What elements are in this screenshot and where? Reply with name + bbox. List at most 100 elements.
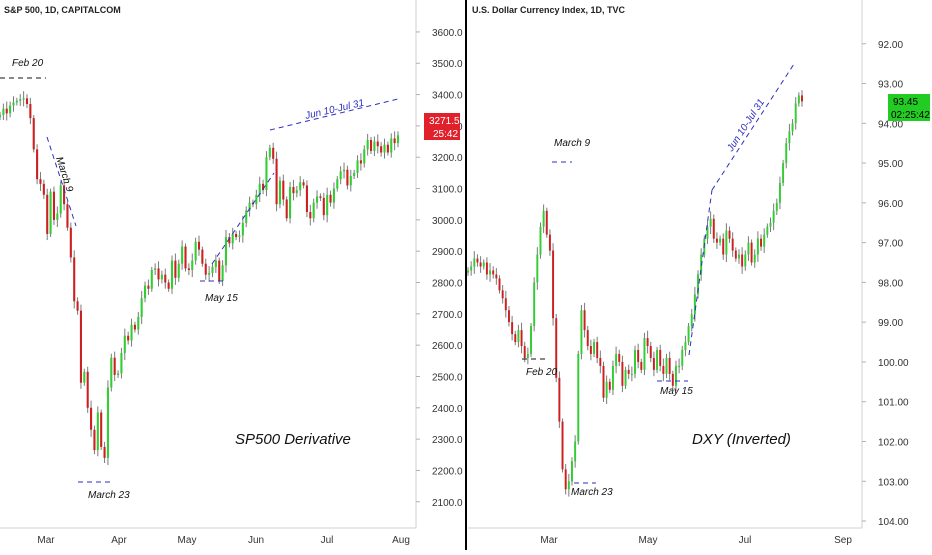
candle [9,105,12,114]
candle [772,210,775,223]
candle [127,335,130,341]
candle [539,226,542,255]
candle [482,262,485,267]
candle [583,310,586,331]
candle [618,353,621,362]
candle [656,350,659,370]
candle [59,185,62,214]
candle [110,357,113,388]
candle [760,238,763,247]
candle [788,131,791,144]
dxy-time-axis[interactable]: Mar May Jul Sep [540,535,852,546]
candle [258,183,261,195]
candle [697,274,699,295]
candle [386,144,389,153]
price-axis-label: 3100.0 [432,185,463,196]
candle [137,316,140,330]
price-axis-label: 92.00 [878,40,903,51]
candle [187,268,190,270]
candle [299,182,302,191]
candle [693,294,696,315]
candle [574,441,577,462]
dxy-price-value: 93.45 [893,97,918,108]
candle [113,357,116,375]
candle [332,188,335,203]
sp500-label-may15: May 15 [205,293,238,304]
candle [495,274,498,279]
candle [106,387,109,458]
candle [79,310,82,383]
dxy-annotations [522,63,795,484]
sp500-price-tag: 3271.5 25:42 [424,113,460,140]
candle [373,141,376,151]
candle [359,160,362,164]
candle [76,301,79,311]
candle [643,338,646,370]
candle [640,361,643,370]
candle [552,250,555,319]
candle [83,371,86,383]
candle [467,270,469,273]
candle [665,357,668,374]
candle [322,197,325,216]
candle [719,238,722,243]
candle [731,238,734,251]
sp500-time-axis[interactable]: Mar Apr May Jun Jul Aug [37,535,410,546]
candle [147,285,150,289]
candle [66,204,69,228]
candle [769,222,772,227]
candle [526,353,529,358]
candle [589,346,592,354]
dxy-countdown: 02:25:42 [891,110,930,121]
candle [231,233,234,244]
candle [725,230,728,255]
candle [366,139,369,150]
candle [32,118,35,150]
candle [709,218,712,227]
sp500-candles [0,91,400,466]
candle [545,210,548,235]
price-axis-label: 100.00 [878,358,909,369]
price-axis-label: 2400.0 [432,404,463,415]
dxy-price-tag-bg [888,94,930,121]
candle [319,196,322,198]
candle [646,338,649,347]
candle [309,212,312,219]
candle [621,361,624,386]
dxy-label-march9: March 9 [554,138,591,149]
candle [353,172,356,177]
candle [649,346,652,358]
candle [302,182,305,186]
candle [103,446,106,458]
candle [170,260,174,289]
candle [599,357,602,366]
candle [130,324,133,341]
price-axis-label: 101.00 [878,398,909,409]
candle [687,326,690,343]
price-axis-label: 98.00 [878,278,903,289]
dxy-price-axis[interactable]: 104.00 103.00 102.00 101.00 100.00 99.00 98.00… [862,40,909,528]
candle [624,369,627,386]
candle [369,139,373,151]
candle [69,227,72,258]
candle [785,143,788,164]
candle [548,234,551,251]
candle [36,149,39,180]
candle [615,353,618,366]
candle [218,260,221,281]
candle [507,310,510,323]
sp500-march9-trendline [46,136,77,227]
candle [520,330,523,347]
price-axis-label: 2700.0 [432,310,463,321]
sp500-price-tag-bg [424,113,460,140]
pane-divider[interactable] [465,0,467,550]
candle [681,350,684,366]
price-axis-label: 3200.0 [432,153,463,164]
candle [265,157,268,191]
candle [197,241,201,250]
candle [671,373,674,386]
candle [741,254,744,267]
candle [536,254,539,283]
